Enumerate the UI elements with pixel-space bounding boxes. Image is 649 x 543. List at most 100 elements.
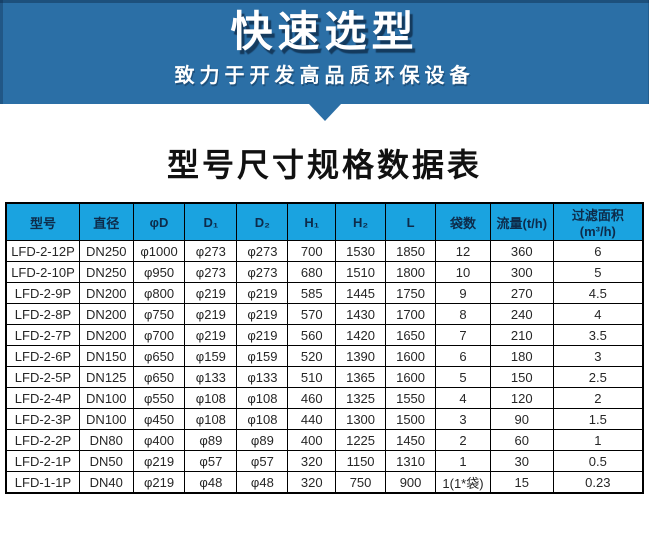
table-cell: 750 (335, 471, 387, 494)
table-cell: φ159 (236, 345, 289, 367)
table-cell: DN125 (78, 366, 134, 388)
column-header: L (385, 202, 437, 241)
banner-pointer-triangle (308, 104, 341, 121)
table-cell: 4 (435, 387, 491, 409)
table-cell: φ650 (132, 345, 186, 367)
table-cell: 4 (552, 303, 644, 325)
table-cell: φ219 (236, 303, 289, 325)
table-cell: 120 (489, 387, 554, 409)
table-cell: DN80 (78, 429, 134, 451)
column-header: 袋数 (435, 202, 491, 241)
table-cell: 0.5 (552, 450, 644, 472)
table-cell: 1450 (385, 429, 437, 451)
table-cell: LFD-2-6P (5, 345, 80, 367)
table-row: LFD-1-1P DN40 φ219 φ48 φ48 320 750 900 1(1*袋) 15 0… (5, 471, 644, 494)
table-row: LFD-2-8P DN200 φ750 φ219 φ219 570 1430 1700 8 240… (5, 303, 644, 325)
table-cell: LFD-1-1P (5, 471, 80, 494)
spec-table-head: 型号 直径 φD D₁ D₂ H₁ H₂ L 袋数 流量(t/h) 过滤面积(m³/h) (5, 202, 644, 241)
table-cell: φ273 (184, 240, 238, 262)
table-cell: φ219 (236, 282, 289, 304)
table-cell: φ219 (184, 303, 238, 325)
table-cell: LFD-2-3P (5, 408, 80, 430)
table-cell: φ133 (236, 366, 289, 388)
table-cell: 1750 (385, 282, 437, 304)
table-cell: φ219 (132, 471, 186, 494)
table-cell: φ48 (236, 471, 289, 494)
table-cell: 270 (489, 282, 554, 304)
spec-table-body: LFD-2-12P DN250 φ1000 φ273 φ273 700 1530 1850 12… (5, 240, 644, 494)
table-cell: 150 (489, 366, 554, 388)
table-row: LFD-2-1P DN50 φ219 φ57 φ57 320 1150 1310 1 30 0.5 (5, 450, 644, 472)
spec-table-header-row: 型号 直径 φD D₁ D₂ H₁ H₂ L 袋数 流量(t/h) 过滤面积(m³/h) (5, 202, 644, 241)
table-cell: φ89 (236, 429, 289, 451)
table-cell: 440 (287, 408, 337, 430)
table-cell: φ650 (132, 366, 186, 388)
table-cell: DN40 (78, 471, 134, 494)
table-cell: DN200 (78, 282, 134, 304)
column-header: D₁ (184, 202, 238, 241)
table-cell: 2 (552, 387, 644, 409)
column-header: D₂ (236, 202, 289, 241)
table-cell: 240 (489, 303, 554, 325)
table-cell: 6 (435, 345, 491, 367)
table-cell: 680 (287, 261, 337, 283)
table-cell: 1510 (335, 261, 387, 283)
column-header: 流量(t/h) (489, 202, 554, 241)
table-cell: φ48 (184, 471, 238, 494)
table-cell: 320 (287, 471, 337, 494)
table-cell: 1530 (335, 240, 387, 262)
table-cell: 1 (552, 429, 644, 451)
table-cell: φ89 (184, 429, 238, 451)
table-cell: DN150 (78, 345, 134, 367)
column-header: φD (132, 202, 186, 241)
table-cell: φ1000 (132, 240, 186, 262)
table-cell: 1550 (385, 387, 437, 409)
table-cell: 4.5 (552, 282, 644, 304)
table-cell: 8 (435, 303, 491, 325)
banner-title: 快速选型 (230, 8, 419, 55)
table-cell: 7 (435, 324, 491, 346)
table-cell: 400 (287, 429, 337, 451)
table-row: LFD-2-7P DN200 φ700 φ219 φ219 560 1420 1650 7 210… (5, 324, 644, 346)
table-cell: φ750 (132, 303, 186, 325)
table-cell: 15 (489, 471, 554, 494)
table-cell: DN200 (78, 303, 134, 325)
table-row: LFD-2-3P DN100 φ450 φ108 φ108 440 1300 1500 3 90 1… (5, 408, 644, 430)
table-cell: φ108 (236, 387, 289, 409)
table-cell: 5 (552, 261, 644, 283)
table-cell: φ57 (236, 450, 289, 472)
table-cell: 1800 (385, 261, 437, 283)
column-header: 型号 (5, 202, 80, 241)
table-cell: 1850 (385, 240, 437, 262)
table-cell: 6 (552, 240, 644, 262)
table-cell: LFD-2-4P (5, 387, 80, 409)
table-cell: LFD-2-9P (5, 282, 80, 304)
table-cell: 0.23 (552, 471, 644, 494)
table-cell: 10 (435, 261, 491, 283)
column-header: 直径 (78, 202, 134, 241)
table-cell: φ273 (236, 261, 289, 283)
table-cell: 5 (435, 366, 491, 388)
table-cell: LFD-2-10P (5, 261, 80, 283)
table-cell: 570 (287, 303, 337, 325)
table-cell: 520 (287, 345, 337, 367)
table-cell: 585 (287, 282, 337, 304)
page-title: 型号尺寸规格数据表 (166, 147, 482, 183)
table-row: LFD-2-12P DN250 φ1000 φ273 φ273 700 1530 1850 12… (5, 240, 644, 262)
table-cell: LFD-2-8P (5, 303, 80, 325)
table-cell: 3 (435, 408, 491, 430)
table-cell: φ800 (132, 282, 186, 304)
table-cell: φ159 (184, 345, 238, 367)
table-cell: φ219 (132, 450, 186, 472)
table-cell: DN50 (78, 450, 134, 472)
table-cell: φ273 (236, 240, 289, 262)
table-cell: 320 (287, 450, 337, 472)
table-cell: 1225 (335, 429, 387, 451)
table-cell: φ108 (184, 387, 238, 409)
table-cell: 9 (435, 282, 491, 304)
table-cell: 1445 (335, 282, 387, 304)
table-cell: 1300 (335, 408, 387, 430)
table-cell: 1700 (385, 303, 437, 325)
table-cell: 1 (435, 450, 491, 472)
table-cell: 2.5 (552, 366, 644, 388)
